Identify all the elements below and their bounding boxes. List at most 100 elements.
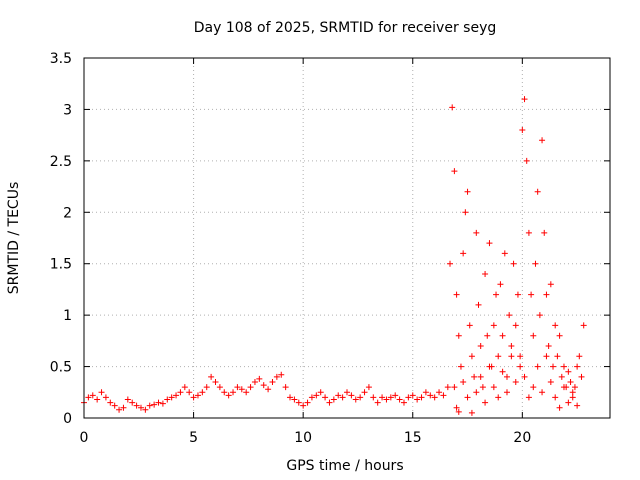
data-point	[560, 384, 567, 391]
data-point	[273, 373, 280, 380]
data-point	[361, 389, 368, 396]
data-point	[447, 260, 454, 267]
x-tick-label: 0	[80, 430, 89, 446]
data-point	[221, 389, 228, 396]
data-point	[490, 322, 497, 329]
data-point	[313, 392, 320, 399]
x-tick-label: 15	[404, 430, 422, 446]
data-point	[490, 384, 497, 391]
data-point	[453, 404, 460, 411]
data-point	[521, 373, 528, 380]
data-point	[89, 392, 96, 399]
data-point	[530, 332, 537, 339]
data-point	[102, 394, 109, 401]
data-point	[400, 399, 407, 406]
data-point	[265, 386, 272, 393]
data-point	[464, 188, 471, 195]
data-point	[574, 363, 581, 370]
data-point	[512, 379, 519, 385]
data-point	[499, 332, 506, 339]
data-point	[543, 353, 550, 360]
data-point	[471, 373, 478, 380]
data-point	[468, 353, 475, 360]
data-point	[396, 396, 403, 403]
data-point	[517, 353, 524, 360]
data-point	[523, 157, 530, 164]
data-point	[545, 343, 552, 349]
data-point	[534, 363, 541, 370]
data-point	[282, 384, 289, 391]
data-point	[436, 389, 443, 396]
data-point	[508, 353, 515, 360]
data-point	[473, 229, 480, 236]
data-point	[173, 392, 180, 399]
data-point	[199, 389, 206, 396]
data-point	[482, 399, 489, 406]
data-point	[85, 394, 92, 401]
data-point	[177, 389, 184, 396]
data-point	[486, 363, 493, 370]
data-point	[552, 394, 559, 401]
data-point	[477, 343, 484, 349]
data-point	[565, 399, 572, 406]
y-tick-label: 3.5	[50, 51, 72, 67]
x-tick-label: 10	[294, 430, 312, 446]
data-point	[449, 104, 456, 111]
data-point	[530, 384, 537, 391]
data-point	[322, 394, 329, 401]
data-point	[107, 399, 114, 406]
axis-ticks	[83, 57, 610, 419]
data-point	[190, 394, 197, 401]
data-point	[186, 389, 193, 396]
data-point	[365, 384, 372, 391]
y-tick-label: 1	[63, 308, 72, 324]
data-point	[571, 384, 578, 391]
data-point	[392, 392, 399, 399]
data-point	[129, 399, 136, 406]
data-point	[260, 382, 267, 389]
data-point	[409, 392, 416, 399]
data-point	[256, 375, 263, 382]
data-point	[212, 379, 219, 385]
data-point	[486, 240, 493, 247]
data-point	[451, 384, 458, 391]
data-point	[558, 373, 565, 380]
data-point	[512, 322, 519, 329]
data-point	[521, 96, 528, 103]
data-point	[155, 399, 162, 406]
data-point	[547, 281, 554, 288]
data-point	[493, 291, 500, 298]
data-point	[444, 384, 451, 391]
data-point	[387, 394, 394, 401]
data-point	[300, 402, 307, 409]
data-point	[111, 402, 118, 409]
data-point	[536, 312, 543, 319]
data-point	[379, 394, 386, 401]
data-point	[427, 392, 434, 399]
data-point	[455, 332, 462, 339]
data-point	[151, 401, 158, 408]
y-tick-label: 0	[63, 411, 72, 427]
data-point	[431, 394, 438, 401]
data-point	[238, 386, 245, 393]
data-point	[464, 394, 471, 401]
data-point	[116, 406, 123, 413]
data-point	[517, 363, 524, 370]
data-point	[453, 291, 460, 298]
data-point	[326, 399, 333, 406]
y-tick-label: 2	[63, 205, 72, 221]
data-point	[475, 301, 482, 308]
data-point	[243, 389, 250, 396]
data-point	[556, 332, 563, 339]
y-tick-label: 0.5	[50, 360, 72, 376]
data-point	[234, 384, 241, 391]
data-point	[330, 396, 337, 403]
chart-title: Day 108 of 2025, SRMTID for receiver sey…	[194, 20, 497, 36]
data-point	[497, 281, 504, 288]
data-point	[501, 250, 508, 257]
data-point	[539, 137, 546, 144]
data-point	[532, 260, 539, 267]
data-point	[578, 373, 585, 380]
data-point	[120, 404, 127, 411]
data-point	[580, 322, 587, 329]
